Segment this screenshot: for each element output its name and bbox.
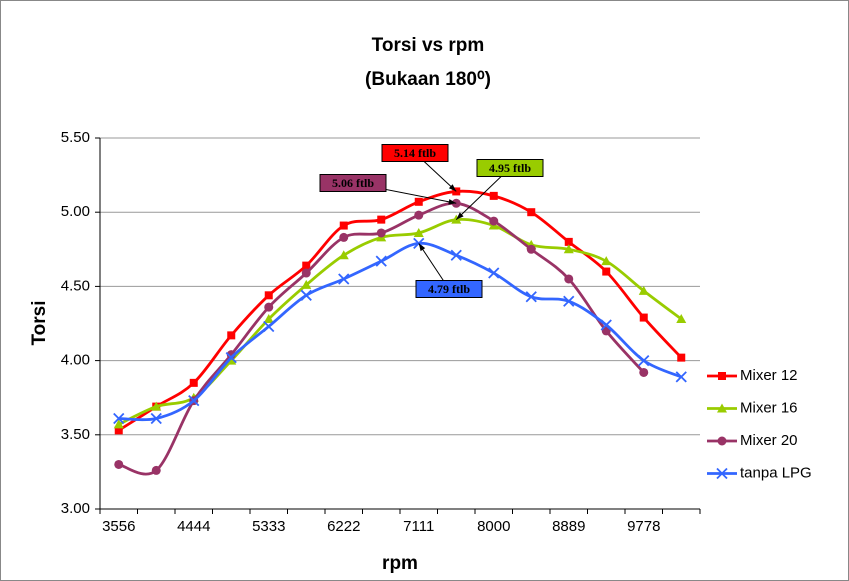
marker — [640, 314, 648, 322]
legend-marker — [718, 437, 727, 446]
marker — [639, 368, 648, 377]
chart-title: Torsi vs rpm — [372, 35, 485, 56]
marker — [265, 291, 273, 299]
marker — [415, 198, 423, 206]
marker — [414, 211, 423, 220]
marker — [490, 192, 498, 200]
chart-subtitle: (Bukaan 180⁰) — [365, 69, 491, 90]
marker — [489, 217, 498, 226]
legend-label: tanpa LPG — [740, 464, 812, 481]
marker — [377, 216, 385, 224]
marker — [602, 268, 610, 276]
y-tick-label: 3.00 — [61, 500, 90, 517]
x-tick-label: 4444 — [177, 518, 210, 535]
legend-label: Mixer 20 — [740, 432, 798, 449]
x-tick-label: 3556 — [102, 518, 135, 535]
y-tick-label: 4.50 — [61, 277, 90, 294]
x-tick-label: 9778 — [627, 518, 660, 535]
marker — [377, 228, 386, 237]
y-tick-label: 3.50 — [61, 426, 90, 443]
marker — [190, 379, 198, 387]
annotation-label: 5.06 ftlb — [332, 176, 374, 190]
x-tick-label: 8889 — [552, 518, 585, 535]
annotation-label: 5.14 ftlb — [394, 146, 436, 160]
marker — [152, 466, 161, 475]
legend-label: Mixer 12 — [740, 367, 798, 384]
y-tick-label: 5.50 — [61, 129, 90, 146]
legend-label: Mixer 16 — [740, 399, 798, 416]
marker — [114, 460, 123, 469]
marker — [264, 303, 273, 312]
x-axis-label: rpm — [382, 553, 418, 574]
y-tick-label: 4.00 — [61, 352, 90, 369]
x-tick-label: 8000 — [477, 518, 510, 535]
page: Torsi vs rpm (Bukaan 180⁰) rpm Torsi 3.0… — [0, 0, 849, 581]
y-tick-label: 5.00 — [61, 203, 90, 220]
marker — [527, 208, 535, 216]
x-tick-label: 7111 — [403, 518, 434, 535]
x-tick-label: 5333 — [252, 518, 285, 535]
y-axis-label: Torsi — [29, 300, 50, 345]
marker — [339, 233, 348, 242]
chart: Torsi vs rpm (Bukaan 180⁰) rpm Torsi 3.0… — [0, 0, 849, 581]
marker — [340, 222, 348, 230]
marker — [564, 274, 573, 283]
marker — [527, 245, 536, 254]
marker — [302, 269, 311, 278]
marker — [227, 331, 235, 339]
x-tick-label: 6222 — [327, 518, 360, 535]
marker — [677, 354, 685, 362]
annotation-label: 4.79 ftlb — [428, 282, 470, 296]
annotation-label: 4.95 ftlb — [489, 161, 531, 175]
legend-marker — [718, 372, 726, 380]
